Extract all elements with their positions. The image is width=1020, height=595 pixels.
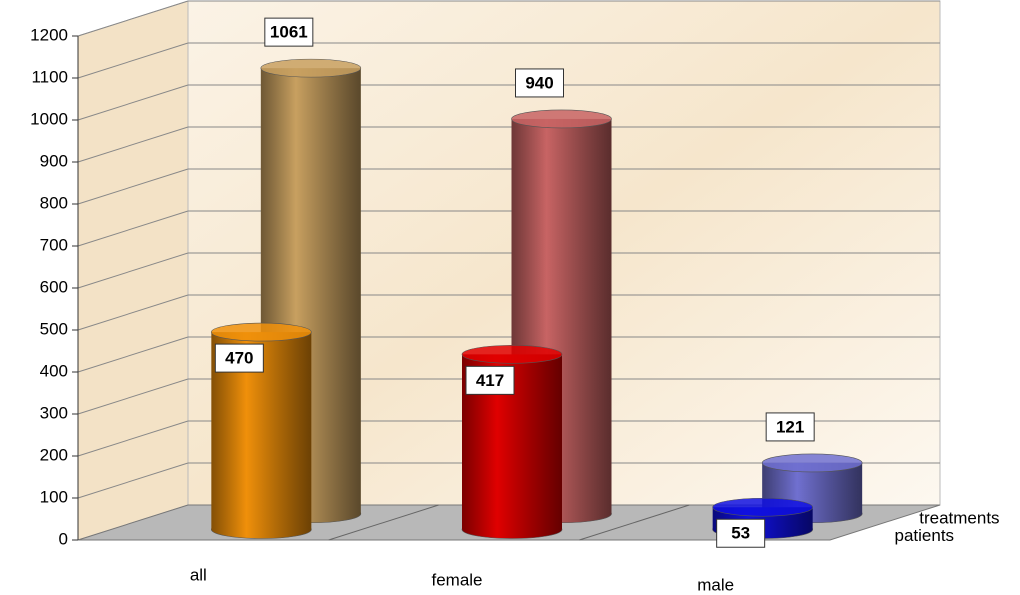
bar-top [211, 322, 312, 342]
data-label-box [264, 17, 314, 47]
grid-line [77, 294, 189, 331]
y-tick-label: 1100 [31, 67, 68, 86]
y-tick-label: 300 [40, 403, 68, 422]
grid-line [77, 42, 189, 79]
y-tick-label: 700 [40, 235, 68, 254]
data-label-box [716, 518, 766, 548]
data-label: 121 [776, 417, 804, 436]
grid-line [77, 168, 189, 205]
data-label-box [465, 365, 515, 395]
grid-line [77, 0, 189, 37]
grid-line [77, 84, 189, 121]
grid-line [77, 462, 189, 499]
y-tick-label: 100 [40, 487, 68, 506]
grid-line [77, 336, 189, 373]
data-label: 53 [731, 524, 750, 543]
y-tick-label: 600 [40, 277, 68, 296]
data-label-box [765, 412, 815, 442]
data-label: 470 [225, 349, 253, 368]
x-tick-label: female [431, 570, 482, 589]
data-label-box [515, 68, 564, 98]
bar-top [511, 109, 612, 129]
floor-divider [328, 504, 439, 541]
y-tick-label: 800 [40, 193, 68, 212]
bar-top [461, 345, 563, 364]
bar-top [712, 497, 813, 517]
series-label: patients [895, 526, 955, 545]
floor-divider [579, 504, 690, 541]
grid-line [77, 378, 189, 415]
y-tick-label: 500 [40, 319, 68, 338]
grid-line [77, 210, 189, 247]
y-tick-label: 400 [40, 361, 68, 380]
series-label: treatments [919, 509, 999, 528]
data-label-box [214, 343, 264, 373]
y-tick-label: 1200 [30, 25, 68, 44]
grid-line [77, 420, 189, 457]
x-tick-label: all [190, 565, 207, 584]
grid-line [77, 252, 189, 289]
data-label: 940 [525, 73, 553, 92]
data-label: 417 [476, 371, 504, 390]
data-label: 1061 [270, 23, 308, 42]
bar-top [761, 453, 863, 473]
bar-top [260, 58, 362, 78]
y-tick-label: 900 [40, 151, 68, 170]
x-tick-label: male [697, 575, 734, 594]
grid-line [77, 126, 189, 163]
y-tick-label: 1000 [30, 109, 68, 128]
y-tick-label: 0 [59, 529, 68, 548]
y-tick-label: 200 [40, 445, 68, 464]
